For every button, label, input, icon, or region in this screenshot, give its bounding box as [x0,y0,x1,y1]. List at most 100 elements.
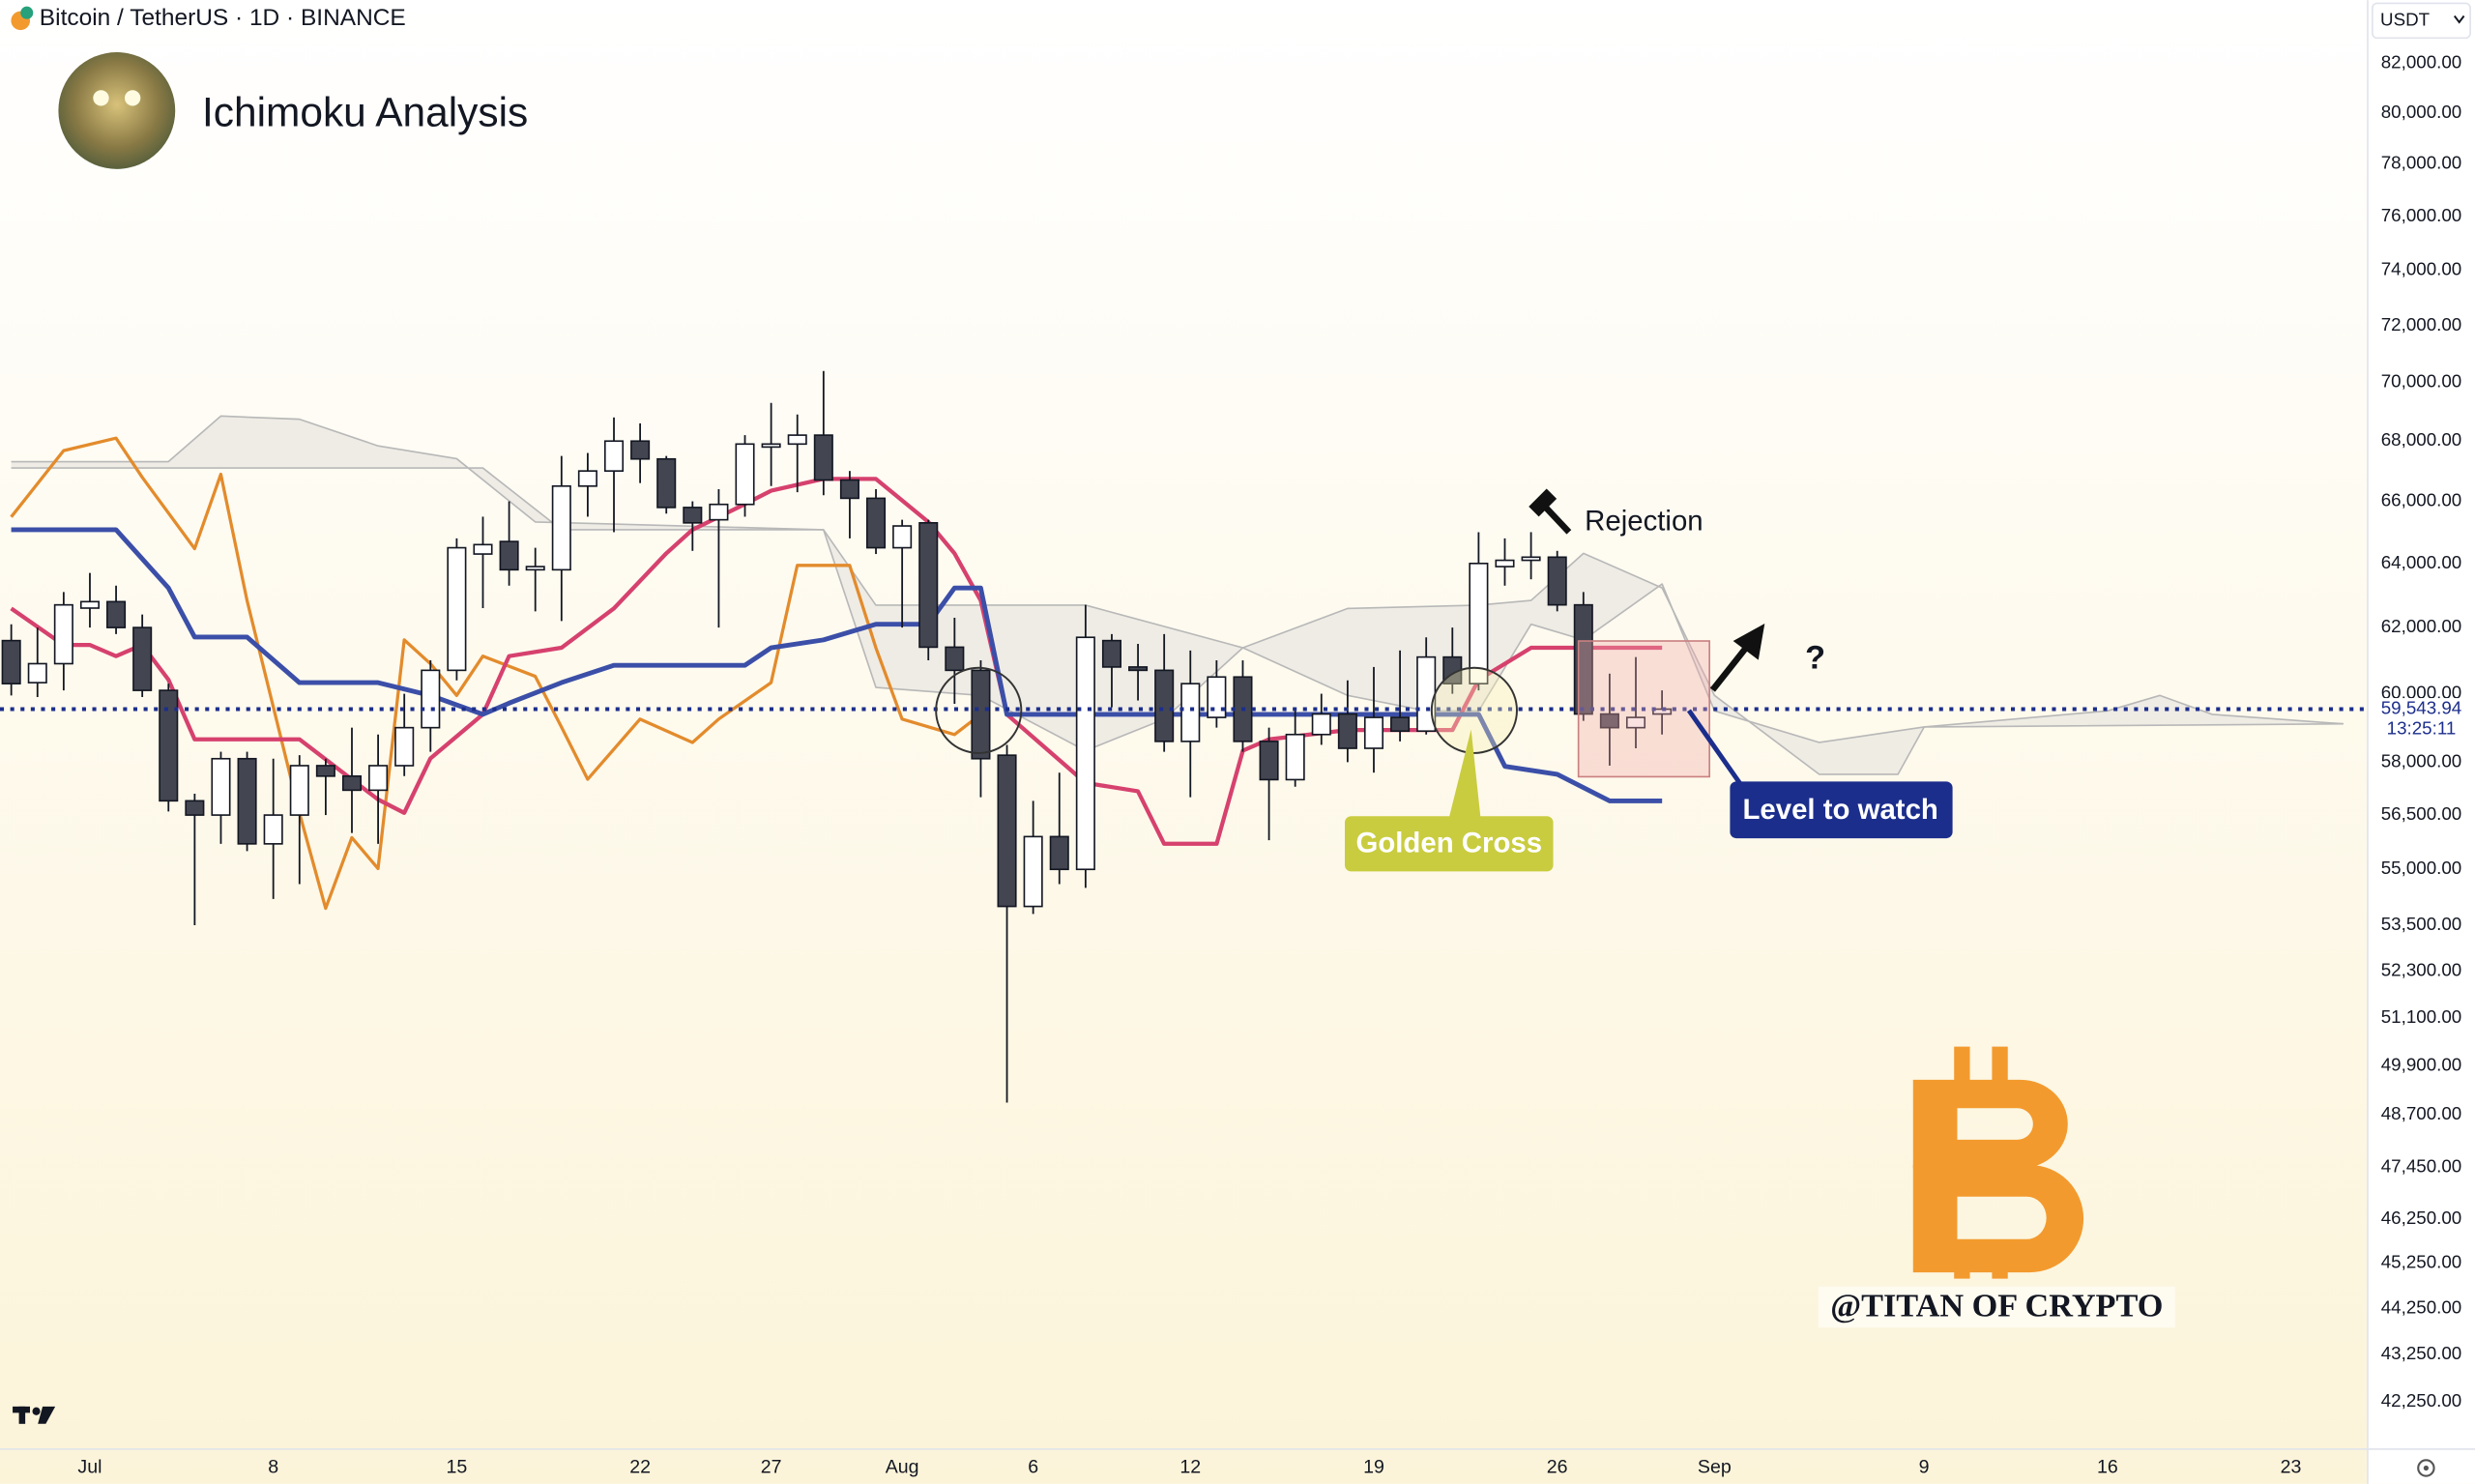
tradingview-logo [13,1406,56,1424]
indicator-line [10,477,1663,846]
candle-body [1625,716,1646,729]
arrow-head [1732,624,1765,660]
y-tick-label: 42,250.00 [2381,1390,2461,1411]
candle-body [473,543,493,555]
y-tick-label: 48,700.00 [2381,1103,2461,1123]
candle-body [421,669,441,729]
callout-pointer [1448,729,1481,818]
x-tick-label: Jul [77,1457,102,1478]
logo-part [1912,1165,2084,1273]
candle-body [761,443,781,449]
annotation-golden-cross: Golden Cross [1355,827,1542,858]
candle-body [289,765,309,816]
candle-body [27,662,47,684]
y-tick-label: 49,900.00 [2381,1054,2461,1074]
avatar [58,52,176,169]
y-tick-label: 66,000.00 [2381,490,2461,510]
logo-part [1912,1079,2068,1169]
candle-body [683,507,703,524]
candle-body [53,603,73,665]
candle-body [1259,741,1279,781]
candle-body [1363,716,1384,749]
x-tick-label: 8 [268,1457,278,1478]
candle-body [1101,639,1121,668]
candle-body [813,434,833,481]
callout-box [1730,781,1953,839]
candle-body [79,600,100,609]
candle-body [1180,683,1201,742]
y-tick-label: 70,000.00 [2381,371,2461,392]
candle-body [1337,713,1357,749]
candle-body [1652,708,1673,715]
candle-body [315,765,335,777]
countdown-label: 13:25:11 [2387,718,2457,739]
y-tick-label: 58,000.00 [2381,750,2461,771]
x-tick-label: 16 [2097,1457,2118,1478]
x-tick-label: 12 [1179,1457,1201,1478]
y-tick-label: 55,000.00 [2381,858,2461,878]
currency-label: USDT [2380,9,2431,29]
y-tick-label: 52,300.00 [2381,959,2461,979]
candle-body [787,434,807,446]
candle-body [237,757,257,845]
x-tick-label: 15 [447,1457,468,1478]
candle-body [368,765,389,792]
candle-body [971,669,991,760]
cross-circle [1430,666,1518,754]
candle-body [1049,835,1069,871]
avatar-eye [93,90,109,106]
cross-circle [935,666,1023,754]
y-tick-label: 45,250.00 [2381,1252,2461,1272]
candle-body [997,754,1017,908]
candle-body [866,497,887,549]
candle-body [447,546,467,672]
candle-body [106,600,127,628]
annotation-rejection: Rejection [1585,505,1703,537]
hammer-handle [1541,503,1572,535]
candle-body [1207,676,1227,718]
logo-part [32,1407,41,1415]
settings-icon [2423,1465,2429,1471]
x-tick-label: 9 [1919,1457,1930,1478]
settings-button[interactable] [2417,1459,2435,1477]
currency-button[interactable] [2372,2,2471,40]
hammer-head [1529,488,1558,517]
price-axis-panel [2367,0,2475,1484]
plot-area [0,370,2368,1103]
y-tick-label: 78,000.00 [2381,153,2461,173]
x-tick-label: 26 [1547,1457,1568,1478]
cloud-fill [11,416,2344,774]
y-tick-label: 64,000.00 [2381,552,2461,572]
x-tick-label: 22 [629,1457,651,1478]
zone-box [1577,640,1710,778]
candle-body [1547,556,1567,606]
y-tick-label: 43,250.00 [2381,1343,2461,1363]
candle-body [1390,716,1411,733]
avatar-eye [124,90,141,106]
x-tick-label: 23 [2281,1457,2302,1478]
candle-body [551,484,571,571]
candle-body [1495,559,1515,567]
candle-body [341,774,363,792]
arrow-shaft [1709,642,1752,692]
candle-body [1,639,21,684]
candle-body [892,525,913,549]
y-tick-label: 76,000.00 [2381,205,2461,225]
candle-body [1023,835,1043,908]
candle-body [839,479,859,500]
y-tick-label: 56,500.00 [2381,803,2461,824]
annotation-level: Level to watch [1742,794,1937,826]
y-tick-label: 44,250.00 [2381,1296,2461,1317]
candle-body [525,566,545,571]
candle-body [499,540,519,571]
y-tick-label: 62,000.00 [2381,616,2461,636]
y-tick-label: 53,500.00 [2381,914,2461,934]
logo-part [38,1406,56,1424]
axes: 82,000.00 80,000.00 78,000.00 76,000.00 74,0… [77,51,2475,1478]
candle-body [394,726,415,767]
bitcoin-logo [1912,1046,2084,1279]
last-price-label: 59,543.94 [2381,697,2461,717]
candle-body [211,757,231,816]
candle-body [945,646,965,672]
callout-pointer [1686,709,1747,791]
